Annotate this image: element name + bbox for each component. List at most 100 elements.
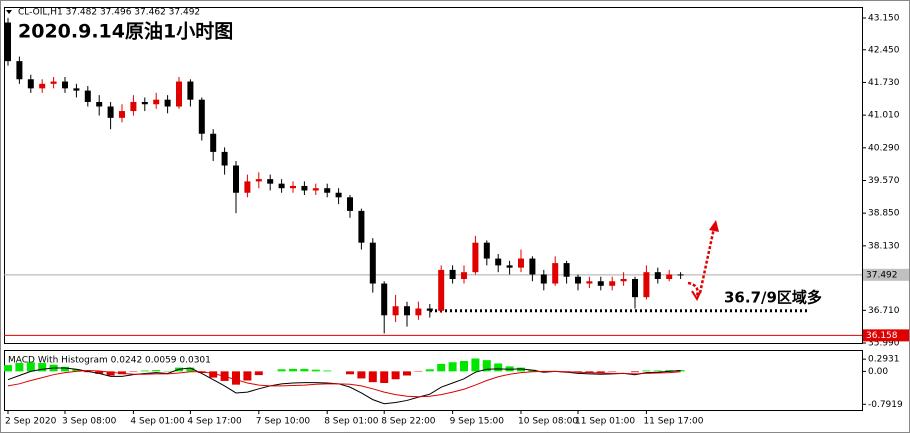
candle-body <box>130 101 137 112</box>
x-tick-label: 8 Sep 01:00 <box>324 417 379 427</box>
x-tick-label: 7 Sep 10:00 <box>256 417 311 427</box>
candle-body <box>506 265 513 268</box>
symbol-info: CL-OIL,H1 37.482 37.496 37.462 37.492 <box>18 8 200 18</box>
histogram-bar <box>665 370 674 372</box>
candle-body <box>267 179 274 184</box>
candle-body <box>16 61 23 80</box>
histogram-bar <box>368 371 377 383</box>
current-price-label: 37.492 <box>866 270 898 280</box>
histogram-bar <box>232 371 240 385</box>
candle-body <box>119 111 125 118</box>
x-tick-label: 3 Sep 08:00 <box>62 417 117 427</box>
histogram-bar <box>403 371 411 376</box>
candle-body <box>654 272 661 279</box>
candle-body <box>164 99 171 107</box>
candle-body <box>404 306 410 316</box>
x-tick-label: 4 Sep 17:00 <box>187 417 242 427</box>
y-tick-label: 38.850 <box>868 209 900 219</box>
x-tick-label: 10 Sep 08:00 <box>518 417 578 427</box>
candle-body <box>233 165 239 193</box>
forecast-arrow <box>687 227 716 297</box>
x-tick-label: 2 Sep 2020 <box>5 417 57 427</box>
candle-body <box>187 81 194 100</box>
candle-body <box>620 278 627 282</box>
candle-body <box>255 179 262 182</box>
histogram-bar <box>300 368 309 372</box>
candle-body <box>210 133 217 152</box>
candle-body <box>472 242 479 273</box>
candle-body <box>5 22 11 62</box>
candle-body <box>39 83 46 89</box>
y-tick-label: 0.00 <box>868 367 888 377</box>
histogram-bar <box>346 371 354 375</box>
candle-body <box>666 274 673 279</box>
marked-level-box <box>863 329 909 342</box>
histogram-bar <box>209 371 218 378</box>
x-tick-label: 11 Sep 01:00 <box>575 417 635 427</box>
candle-body <box>483 242 490 259</box>
candle-body <box>426 308 433 311</box>
candle-body <box>324 188 331 193</box>
x-tick-label: 4 Sep 01:00 <box>130 417 185 427</box>
histogram-bar <box>152 370 161 372</box>
candle-body <box>50 81 57 84</box>
menu-arrow <box>6 10 12 14</box>
candle-body <box>438 269 445 311</box>
candle-body <box>198 99 205 134</box>
histogram-bar <box>95 371 104 374</box>
candle-body <box>73 88 80 91</box>
histogram-bar <box>631 371 639 373</box>
y-tick-label: -0.7919 <box>868 400 903 410</box>
histogram-bar <box>26 362 35 372</box>
histogram-bar <box>72 369 81 372</box>
candle-body <box>27 79 34 89</box>
x-tick-label: 11 Sep 17:00 <box>643 417 703 427</box>
histogram-bar <box>311 369 320 372</box>
arrow-tail <box>691 289 702 302</box>
candle-body <box>609 281 616 286</box>
annotation: 36.7/9区域多 <box>724 289 822 307</box>
histogram-bar <box>254 371 263 376</box>
histogram-bar <box>15 363 24 372</box>
arrow-head <box>709 220 719 232</box>
histogram-bar <box>61 366 69 372</box>
candle-body <box>176 81 182 107</box>
candle-body <box>643 272 650 298</box>
candle-body <box>107 106 114 118</box>
histogram-bar <box>357 371 366 379</box>
candle-body <box>221 151 228 166</box>
candle-body <box>632 278 638 298</box>
histogram-bar <box>323 370 332 372</box>
candle-body <box>278 183 285 189</box>
histogram-bar <box>437 363 446 372</box>
candle-body <box>415 308 422 316</box>
candle-body <box>392 306 399 316</box>
candle-body <box>586 281 593 284</box>
histogram-bar <box>4 365 12 372</box>
histogram-bar <box>482 360 491 372</box>
histogram-bar <box>642 370 651 372</box>
candle-body <box>518 258 524 268</box>
histogram-bar <box>289 368 297 372</box>
histogram-bar <box>243 371 252 381</box>
candle-body <box>369 242 376 284</box>
y-tick-label: 43.150 <box>868 13 900 23</box>
candle-body <box>449 269 456 279</box>
candle-body <box>381 283 388 316</box>
histogram-bar <box>494 363 503 372</box>
candle-body <box>461 272 467 279</box>
signal-line <box>7 370 681 398</box>
candle-body <box>597 281 604 286</box>
candle-body <box>347 197 353 211</box>
y-tick-label: 41.730 <box>868 78 900 88</box>
candle-body <box>244 181 251 193</box>
histogram-bar <box>106 371 115 376</box>
histogram-bar <box>391 371 400 380</box>
candle-body <box>495 258 502 266</box>
histogram-bar <box>38 363 47 372</box>
macd-title: MACD With Histogram 0.0242 0.0059 0.0301 <box>8 356 211 366</box>
x-tick-label: 8 Sep 22:00 <box>381 417 436 427</box>
x-tick-label: 9 Sep 15:00 <box>450 417 505 427</box>
candle-body <box>335 192 342 198</box>
